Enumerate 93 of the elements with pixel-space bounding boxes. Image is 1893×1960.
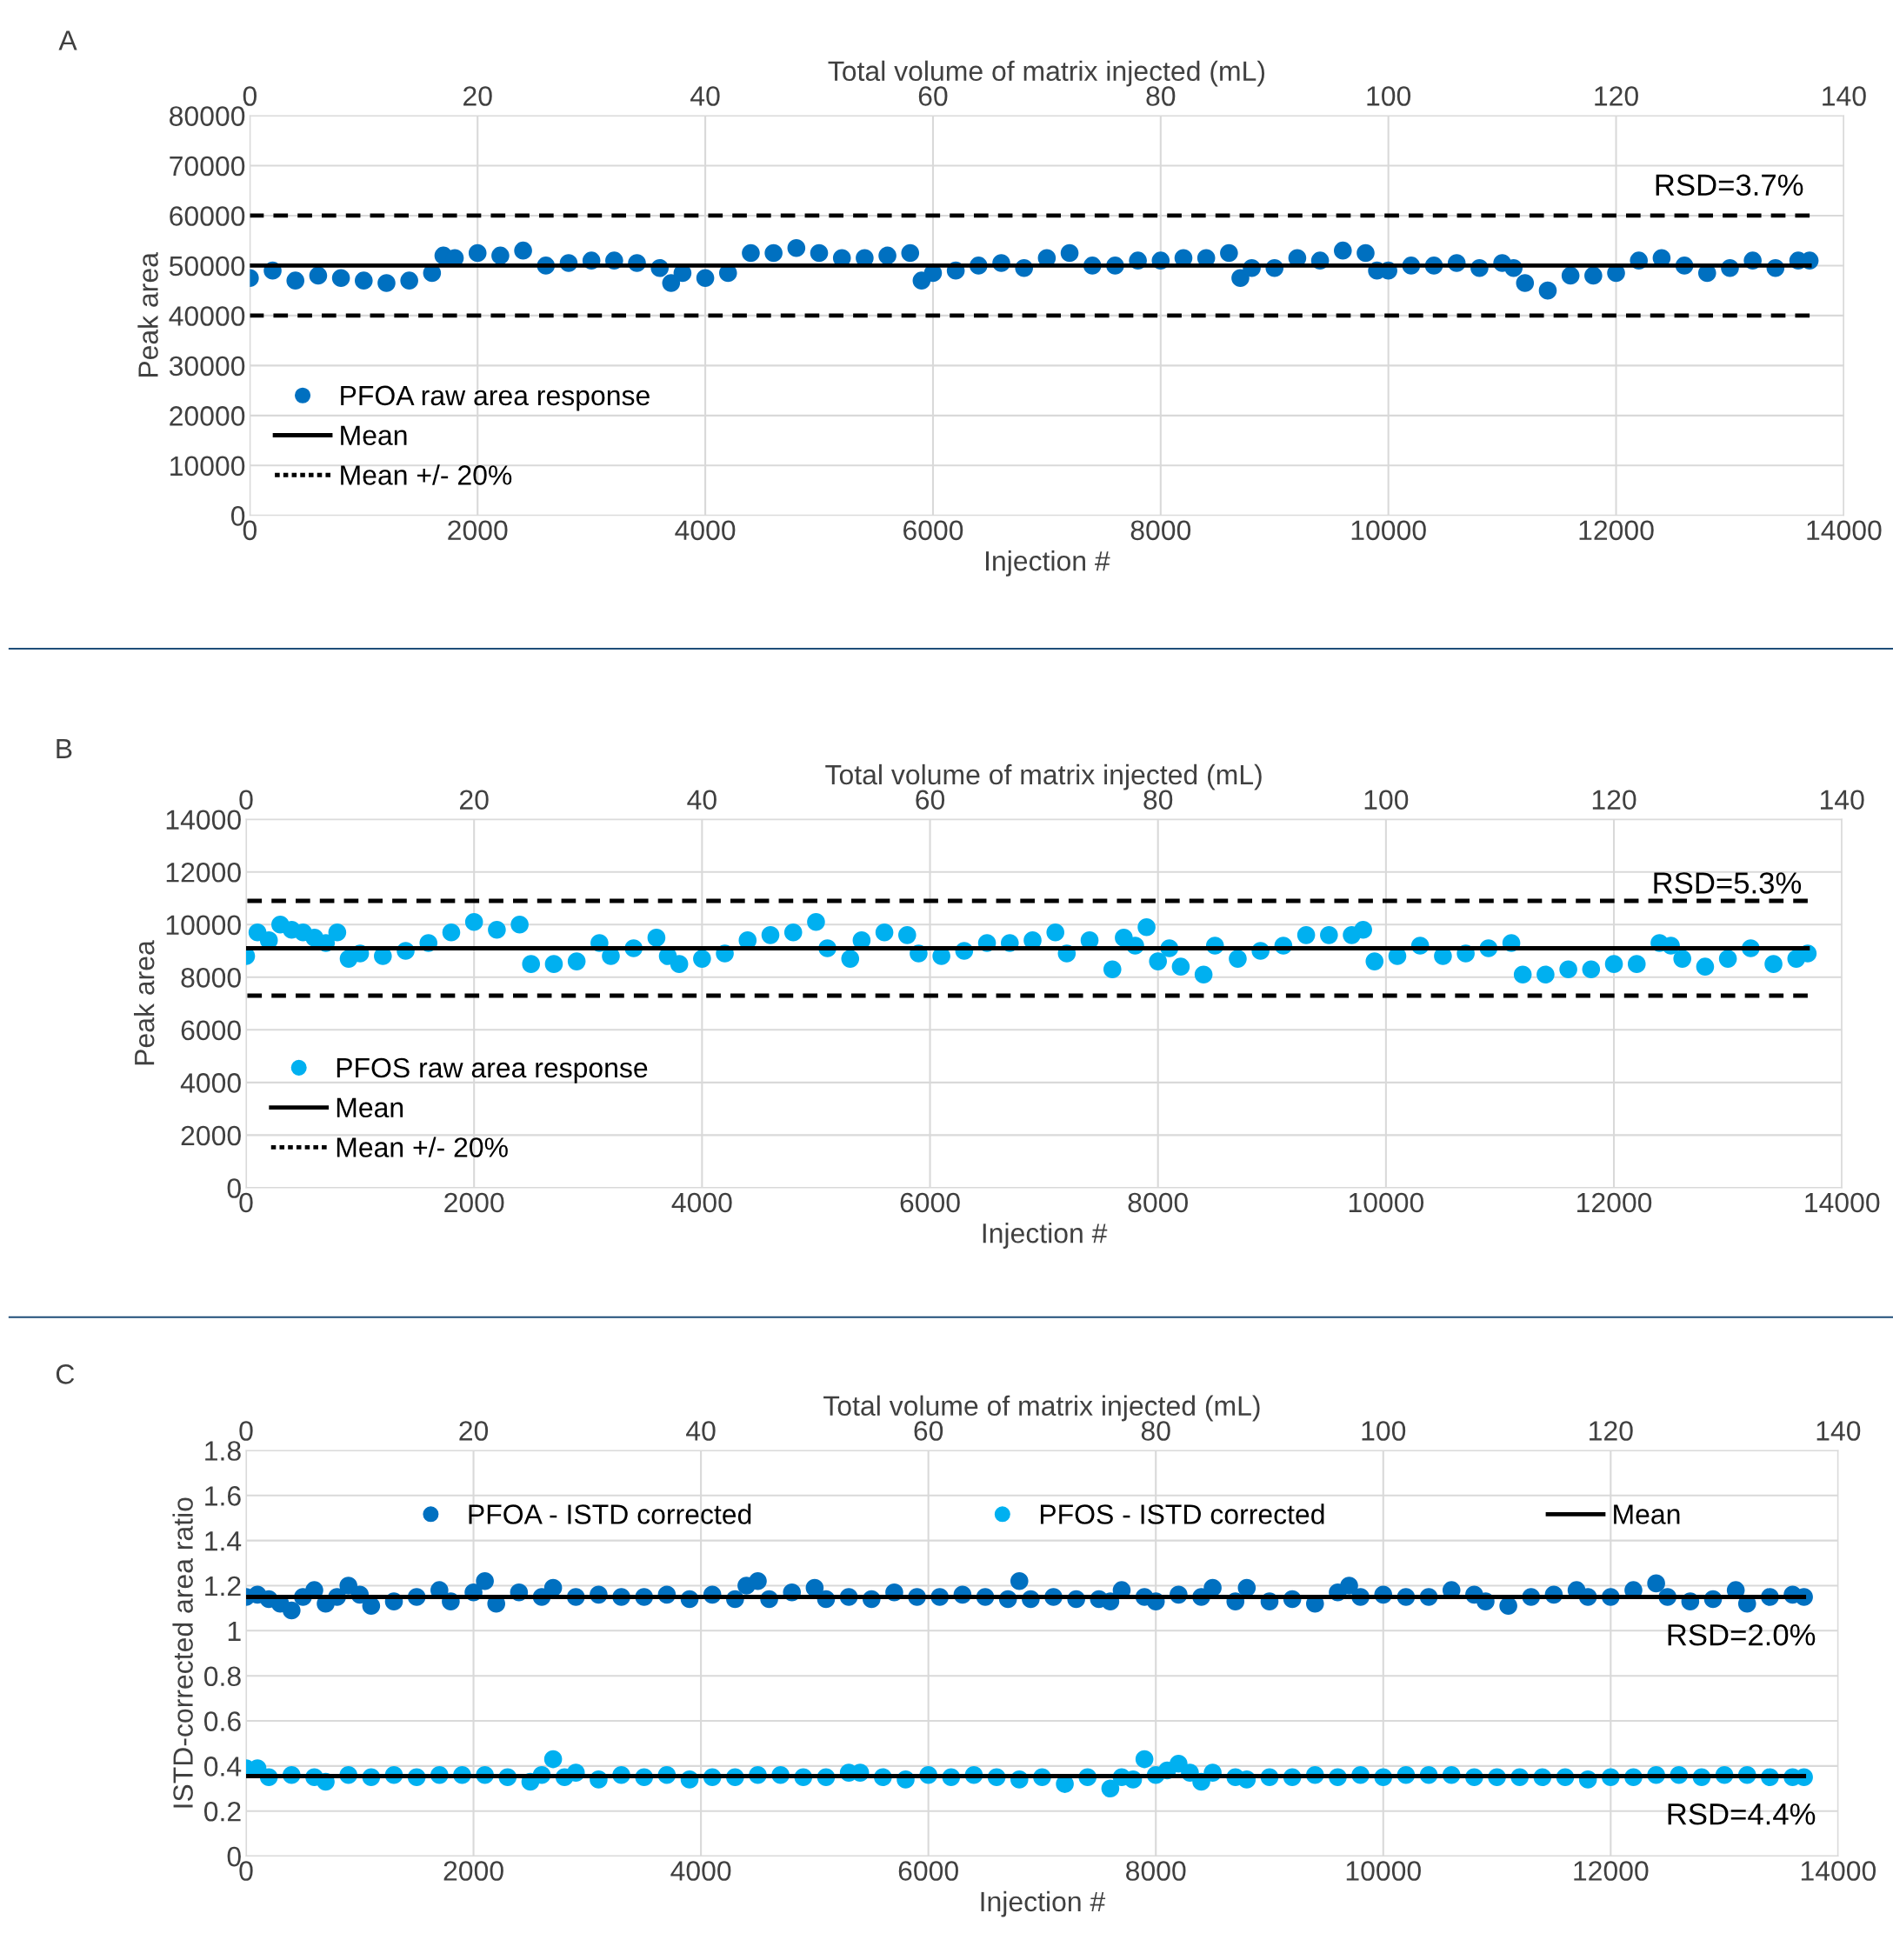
legend-label: PFOS - ISTD corrected — [1040, 1503, 1324, 1524]
legend-label: Mean +/- 20% — [341, 464, 512, 485]
x2-axis-title: Total volume of matrix injected (mL) — [828, 60, 1264, 87]
y-tick-label: 0 — [227, 1178, 241, 1198]
chart-title: C — [56, 1364, 75, 1384]
y-tick-label: 30000 — [169, 356, 245, 377]
y-tick-label: 1.8 — [205, 1441, 241, 1461]
x-tick-label: 2000 — [443, 1861, 503, 1881]
x-tick-label: 4000 — [670, 1861, 731, 1881]
x-tick-label: 14000 — [1805, 1192, 1880, 1213]
x2-tick-label: 40 — [690, 86, 720, 106]
x-axis-title: Injection # — [986, 550, 1110, 577]
x-axis-title: Injection # — [981, 1890, 1106, 1917]
x-tick-label: 2000 — [444, 1192, 504, 1213]
x2-tick-label: 60 — [914, 1421, 943, 1441]
y-tick-label: 0.8 — [203, 1666, 241, 1687]
x2-tick-label: 80 — [1146, 86, 1176, 106]
x2-tick-label: 120 — [1592, 790, 1636, 810]
legend-label: Mean — [337, 1097, 403, 1118]
x-tick-label: 6000 — [903, 520, 963, 541]
x2-tick-label: 140 — [1816, 1421, 1861, 1441]
y-tick-label: 1.6 — [205, 1486, 241, 1506]
y-axis-title: Peak area — [137, 252, 158, 377]
y-tick-label: 0 — [227, 1846, 241, 1867]
x-tick-label: 4000 — [675, 520, 736, 541]
x2-tick-label: 120 — [1590, 1421, 1633, 1441]
x2-tick-label: 20 — [460, 790, 489, 810]
x2-tick-label: 60 — [916, 790, 945, 810]
legend-label: PFOA - ISTD corrected — [469, 1503, 751, 1524]
x2-tick-label: 80 — [1143, 790, 1173, 810]
y-tick-label: 10000 — [166, 915, 241, 936]
y-tick-label: 1.4 — [205, 1531, 242, 1551]
x2-tick-label: 120 — [1595, 86, 1638, 106]
x2-tick-label: 100 — [1362, 1421, 1406, 1441]
x2-tick-label: 140 — [1823, 86, 1866, 106]
legend-label: Mean — [1614, 1504, 1680, 1524]
x-tick-label: 12000 — [1574, 1861, 1649, 1881]
x-tick-label: 2000 — [448, 520, 508, 541]
annotation: RSD=5.3% — [1654, 872, 1802, 894]
x2-tick-label: 20 — [463, 86, 492, 106]
y-tick-label: 0.6 — [203, 1711, 241, 1731]
y-tick-label: 6000 — [181, 1020, 241, 1041]
y-tick-label: 2000 — [181, 1125, 241, 1146]
y-tick-label: 50000 — [169, 256, 245, 277]
y-tick-label: 0.4 — [203, 1757, 242, 1777]
y-tick-label: 70000 — [170, 156, 245, 177]
x2-tick-label: 40 — [686, 1421, 716, 1441]
x2-axis-title: Total volume of matrix injected (mL) — [823, 1395, 1260, 1422]
x-tick-label: 12000 — [1579, 520, 1654, 541]
x2-tick-label: 20 — [459, 1421, 489, 1441]
x2-tick-label: 80 — [1141, 1421, 1170, 1441]
x2-tick-label: 100 — [1367, 86, 1411, 106]
annotation: RSD=3.7% — [1656, 174, 1803, 197]
y-tick-label: 14000 — [166, 810, 241, 830]
x-tick-label: 6000 — [900, 1192, 960, 1213]
y-tick-label: 0.2 — [203, 1801, 241, 1822]
chart-title: A — [58, 30, 77, 50]
chart-title: B — [57, 739, 72, 758]
x-axis-title: Injection # — [983, 1223, 1108, 1249]
y-tick-label: 80000 — [170, 106, 245, 126]
y-tick-label: 1.2 — [205, 1576, 241, 1597]
x-tick-label: 6000 — [898, 1861, 958, 1881]
annotation: RSD=4.4% — [1668, 1803, 1816, 1825]
y-tick-label: 4000 — [180, 1073, 241, 1093]
y-tick-label: 12000 — [166, 862, 241, 883]
x2-tick-label: 60 — [918, 86, 948, 106]
x-tick-label: 10000 — [1349, 1192, 1424, 1213]
annotation: RSD=2.0% — [1668, 1623, 1816, 1646]
x2-tick-label: 40 — [687, 790, 717, 810]
x-tick-label: 12000 — [1577, 1192, 1652, 1213]
y-tick-label: 40000 — [169, 306, 245, 326]
y-tick-label: 8000 — [181, 968, 241, 988]
x-tick-label: 8000 — [1128, 1192, 1188, 1213]
x2-axis-title: Total volume of matrix injected (mL) — [825, 763, 1262, 790]
y-tick-label: 20000 — [170, 406, 245, 426]
x-tick-label: 14000 — [1807, 520, 1882, 541]
legend-label: Mean +/- 20% — [337, 1137, 508, 1157]
x-tick-label: 8000 — [1126, 1861, 1186, 1881]
x-tick-label: 4000 — [671, 1192, 732, 1213]
x-tick-label: 10000 — [1346, 1861, 1421, 1881]
y-tick-label: 60000 — [170, 206, 245, 226]
legend-label: PFOS raw area response — [337, 1057, 648, 1083]
x2-tick-label: 140 — [1821, 790, 1864, 810]
x-tick-label: 8000 — [1130, 520, 1191, 541]
x-tick-label: 10000 — [1351, 520, 1426, 541]
legend-label: Mean — [341, 425, 407, 445]
x-tick-label: 14000 — [1801, 1861, 1876, 1881]
x2-tick-label: 100 — [1364, 790, 1409, 810]
y-axis-title: ISTD-corrected area ratio — [172, 1497, 193, 1808]
y-tick-label: 1 — [228, 1621, 241, 1641]
legend-label: PFOA raw area response — [341, 385, 650, 411]
y-tick-label: 10000 — [170, 456, 245, 477]
y-axis-title: Peak area — [133, 940, 155, 1065]
